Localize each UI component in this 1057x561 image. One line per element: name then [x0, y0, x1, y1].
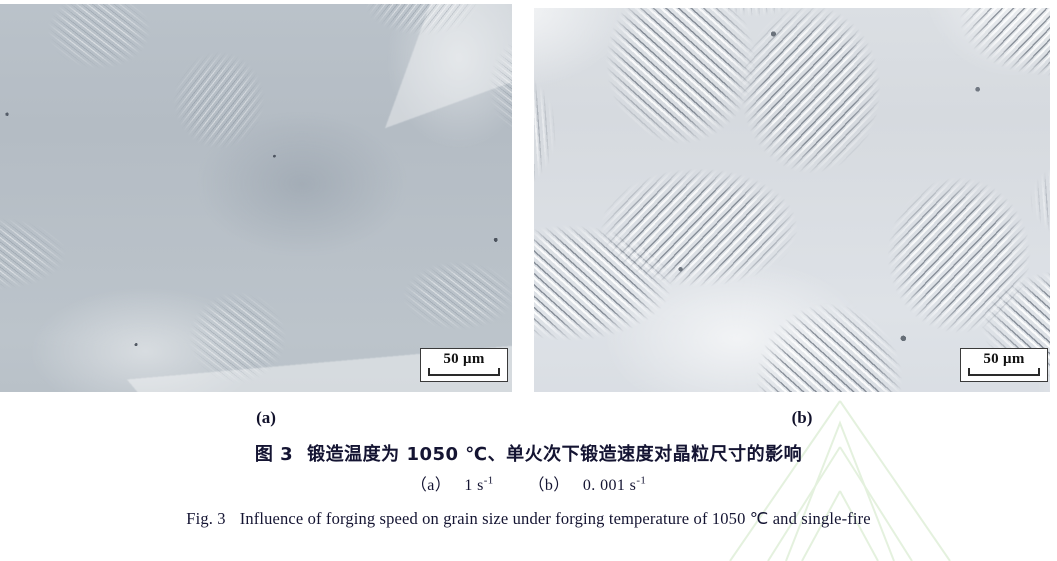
micrograph-b-lamellae-primary — [534, 8, 1050, 392]
scale-bar-panel-a: 50 μm — [420, 348, 508, 382]
subcaption-b-label: （b） — [528, 477, 570, 494]
subcaption-b-value: 0. 001 s — [582, 477, 637, 494]
panel-letter-b: (b) — [791, 408, 813, 427]
scale-bar-panel-b: 50 μm — [960, 348, 1048, 382]
panel-letter-a: (a) — [256, 408, 276, 427]
micrograph-a-grain-boundaries — [0, 4, 512, 392]
figure-image-area: 50 μm 50 μm (a) (b) — [0, 4, 1050, 427]
subcaption-b-exponent: -1 — [636, 474, 647, 487]
subcaption-a-label: （a） — [410, 477, 452, 494]
scale-bar-label-a: 50 μm — [443, 351, 485, 367]
micrograph-b-lamellae-tertiary — [534, 8, 1050, 392]
caption-chinese-text: 锻造温度为 1050 ℃、单火次下锻造速度对晶粒尺寸的影响 — [307, 444, 803, 465]
caption-subpanel-legend: （a） 1 s-1 （b） 0. 001 s-1 — [0, 470, 1057, 502]
subcaption-a-exponent: -1 — [483, 474, 494, 487]
micrograph-a-lamellae-secondary — [0, 4, 512, 392]
caption-english: Fig. 3 Influence of forging speed on grai… — [0, 502, 1057, 536]
caption-chinese-fig-number: 图 3 — [254, 444, 294, 465]
micrograph-b-base-texture — [534, 8, 1050, 392]
caption-chinese: 图 3 锻造温度为 1050 ℃、单火次下锻造速度对晶粒尺寸的影响 — [0, 440, 1057, 470]
scale-bar-rule-b — [968, 368, 1040, 376]
micrograph-b-lamellae-secondary — [534, 8, 1050, 392]
subcaption-a-value: 1 s — [464, 477, 484, 494]
micrograph-b-inclusions — [534, 8, 1050, 392]
micrograph-a-lamellae-primary — [0, 4, 512, 392]
scale-bar-label-b: 50 μm — [983, 351, 1025, 367]
micrograph-a-base-texture — [0, 4, 512, 392]
caption-english-fig-number: Fig. 3 — [186, 509, 226, 528]
micrograph-a-inclusions — [0, 4, 512, 392]
micrograph-panel-a — [0, 4, 512, 392]
figure-caption-block: 图 3 锻造温度为 1050 ℃、单火次下锻造速度对晶粒尺寸的影响 （a） 1 s… — [0, 440, 1057, 536]
micrograph-panel-b — [534, 8, 1050, 392]
scale-bar-rule-a — [428, 368, 500, 376]
caption-english-text: Influence of forging speed on grain size… — [239, 509, 871, 528]
